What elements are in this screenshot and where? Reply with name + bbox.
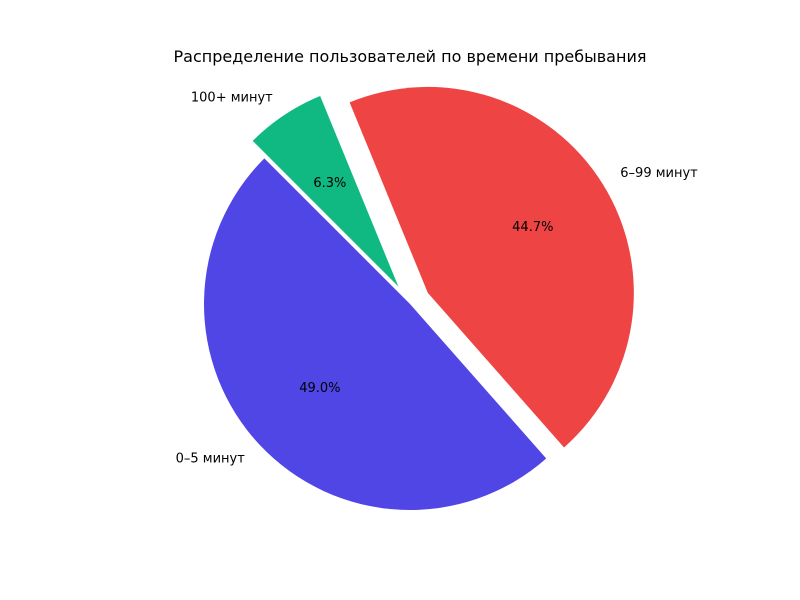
pie-category-label-1: 0–5 минут xyxy=(176,452,246,467)
pie-slice-1 xyxy=(204,158,547,510)
pie-slice-2 xyxy=(349,86,634,448)
pie-category-label-3: 100+ минут xyxy=(191,90,273,105)
pie-percent-label-1: 49.0% xyxy=(299,381,340,396)
chart-title: Распределение пользователей по времени п… xyxy=(173,47,647,66)
pie-slice-3 xyxy=(252,95,399,287)
pie-percent-label-2: 44.7% xyxy=(512,220,553,235)
pie-percent-label-3: 6.3% xyxy=(313,176,346,191)
pie-category-label-2: 6–99 минут xyxy=(620,166,698,181)
